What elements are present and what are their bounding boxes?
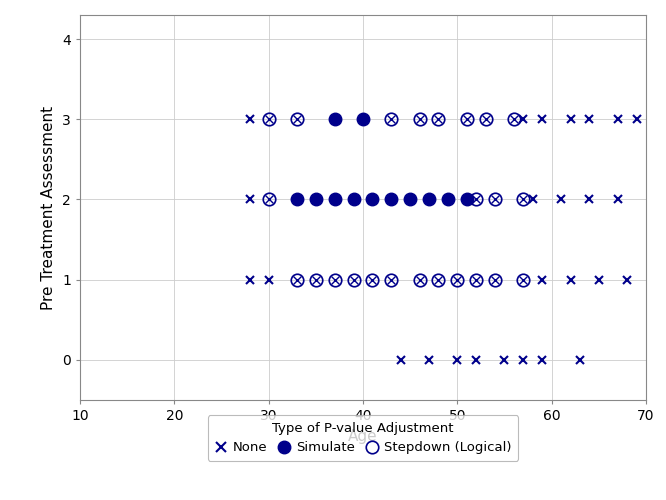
Y-axis label: Pre Treatment Assessment: Pre Treatment Assessment (41, 106, 57, 310)
X-axis label: Age: Age (348, 428, 378, 444)
Legend: None, Simulate, Stepdown (Logical): None, Simulate, Stepdown (Logical) (208, 415, 518, 461)
